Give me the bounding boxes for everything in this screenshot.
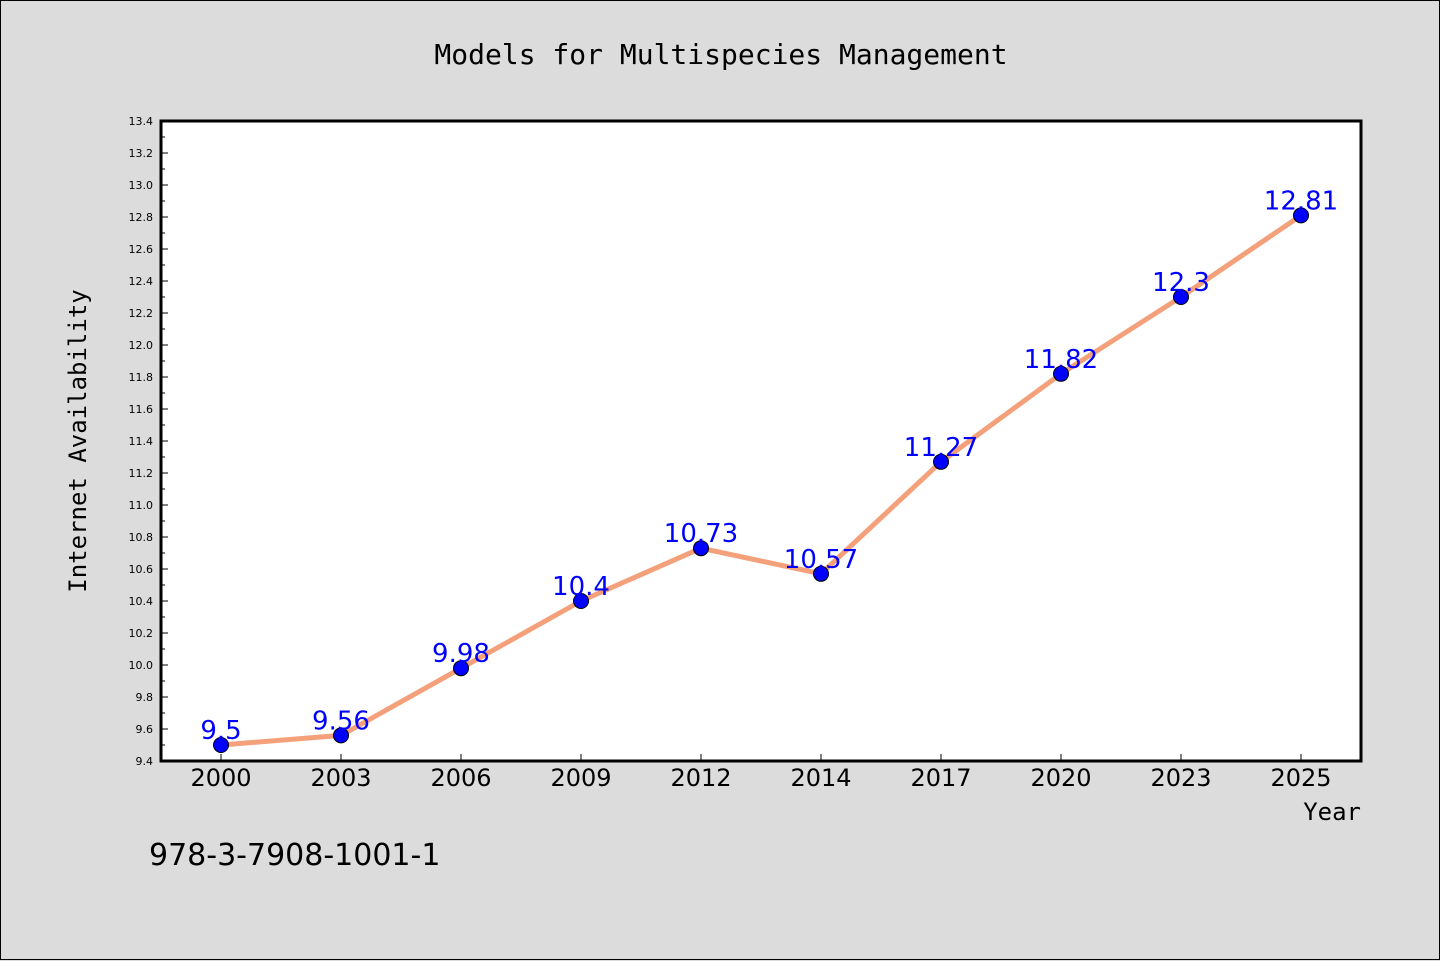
x-tick-label: 2006: [430, 764, 491, 792]
y-tick-label: 10.6: [129, 563, 154, 576]
data-label: 11.82: [1024, 345, 1098, 375]
y-tick-label: 9.6: [136, 723, 154, 736]
y-tick-label: 11.2: [129, 467, 154, 480]
data-point: [333, 727, 349, 744]
y-axis: 9.4 9.6 9.8 10.0 10.2 10.4 10.6 10.8 11.0 11.2 11.…: [129, 115, 168, 768]
y-tick-label: 10.0: [129, 659, 154, 672]
x-axis-label: Year: [1303, 798, 1361, 826]
x-tick-label: 2017: [910, 764, 971, 792]
y-tick-label: 13.4: [129, 115, 154, 128]
isbn-footer: 978-3-7908-1001-1: [149, 838, 440, 873]
x-tick-label: 2020: [1030, 764, 1091, 792]
x-tick-label: 2012: [670, 764, 731, 792]
data-point: [213, 737, 229, 753]
plot-area: [159, 119, 1363, 763]
x-tick-label: 2003: [310, 764, 371, 792]
data-point: [933, 453, 949, 470]
y-axis-label: Internet Availability: [64, 289, 92, 592]
data-point: [573, 593, 589, 609]
x-axis: 2000 2003 2006 2009 2012 2014 2017 2020 2023 2025: [190, 754, 1332, 792]
x-tick-label: 2025: [1270, 764, 1331, 792]
x-tick-label: 2009: [550, 764, 611, 792]
y-tick-label: 9.8: [136, 691, 154, 704]
y-tick-label: 10.2: [129, 627, 154, 640]
y-tick-label: 12.4: [129, 275, 154, 288]
chart-title: Models for Multispecies Management: [434, 38, 1007, 71]
data-point: [453, 660, 469, 677]
y-tick-label: 13.2: [129, 147, 154, 160]
y-tick-label: 13.0: [129, 179, 154, 192]
data-labels-group: 9.5 9.56 9.98 10.4 10.73 10.57 11.27 11.82 12.3 1…: [200, 186, 1338, 746]
data-label: 9.5: [200, 716, 241, 746]
data-label: 10.73: [664, 519, 738, 549]
y-tick-label: 12.8: [129, 211, 154, 224]
y-tick-label: 10.4: [129, 595, 154, 608]
data-label: 9.98: [432, 639, 490, 669]
data-label: 11.27: [904, 433, 978, 463]
data-point: [1053, 365, 1069, 382]
y-tick-label: 9.4: [136, 755, 154, 768]
data-label: 10.4: [552, 572, 610, 602]
y-tick-label: 11.4: [129, 435, 154, 448]
data-point: [1173, 289, 1189, 305]
series-line: [218, 212, 1304, 748]
x-tick-label: 2014: [790, 764, 851, 792]
y-tick-label: 11.6: [129, 403, 154, 416]
data-label: 12.81: [1264, 186, 1338, 216]
data-label: 9.56: [312, 706, 370, 736]
data-label: 10.57: [784, 545, 858, 575]
series-line-group: [213, 207, 1309, 753]
y-tick-label: 12.2: [129, 307, 154, 320]
data-label: 12.3: [1152, 268, 1210, 298]
data-point: [1293, 207, 1309, 224]
data-point: [813, 565, 829, 582]
x-tick-label: 2000: [190, 764, 251, 792]
y-tick-label: 11.0: [129, 499, 154, 512]
y-tick-label: 12.0: [129, 339, 154, 352]
y-tick-label: 11.8: [129, 371, 154, 384]
y-tick-label: 12.6: [129, 243, 154, 256]
data-point: [693, 540, 709, 557]
x-tick-label: 2023: [1150, 764, 1211, 792]
y-tick-label: 10.8: [129, 531, 154, 544]
